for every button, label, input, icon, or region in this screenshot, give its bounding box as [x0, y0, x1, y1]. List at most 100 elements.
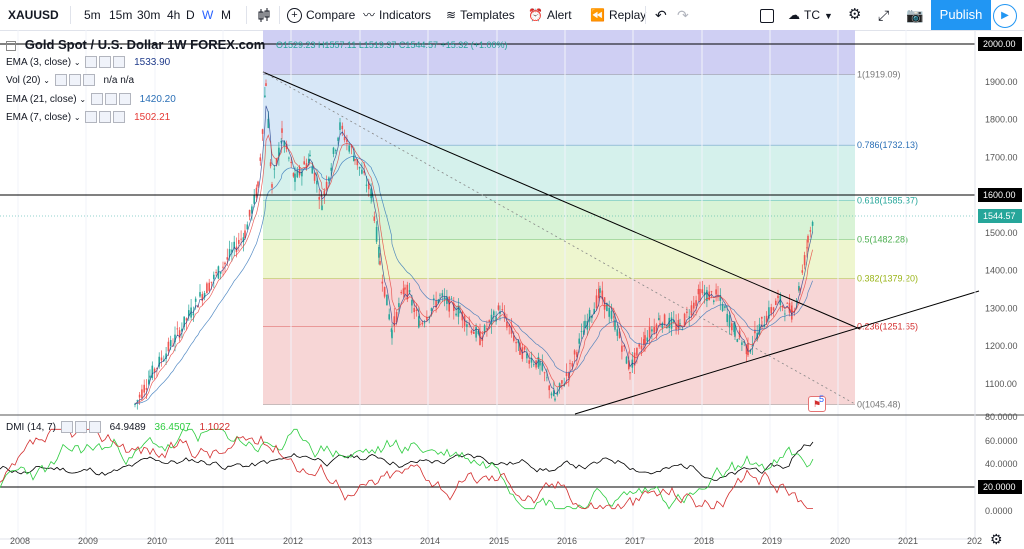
alert-label: Alert — [546, 8, 572, 22]
indicators-button[interactable]: 〰 Indicators — [363, 0, 431, 30]
layout-square-icon[interactable] — [760, 0, 774, 30]
templates-button[interactable]: ≋ Templates — [446, 0, 515, 30]
interval-m[interactable]: M — [221, 8, 231, 22]
time-tick-label: 2018 — [694, 536, 714, 546]
time-tick-label: 2017 — [625, 536, 645, 546]
ascending-trendline[interactable] — [574, 290, 980, 415]
gear-icon[interactable] — [68, 74, 81, 87]
fib-zone — [263, 239, 855, 279]
fib-zone — [263, 74, 855, 146]
collapse-legend-icon[interactable] — [6, 41, 16, 52]
descending-trendline[interactable] — [262, 71, 861, 330]
dmi-pane — [0, 414, 1024, 540]
fib-retracement[interactable]: 1(1919.09) 0.786(1732.13) 0.618(1585.37) 0.… — [263, 30, 918, 410]
gear-icon[interactable] — [99, 111, 112, 124]
close-icon[interactable] — [82, 74, 95, 87]
legend-ema7[interactable]: EMA (7, close) ⌄ 1502.21 — [6, 111, 170, 125]
time-tick-label: 2019 — [762, 536, 782, 546]
replay-label: Replay — [608, 8, 647, 22]
price-tag-label: 1544.57 — [983, 211, 1016, 221]
legend-dmi[interactable]: DMI (14, 7) 64.9489 36.4507 1.1022 — [6, 421, 230, 435]
chevron-down-icon: ▼ — [824, 11, 833, 21]
alert-count: 5 — [819, 394, 825, 404]
vol-label: Vol (20) — [6, 75, 41, 86]
plus-di-value: 36.4507 — [154, 422, 191, 433]
close-icon[interactable] — [113, 56, 126, 69]
time-tick-label: 2010 — [147, 536, 167, 546]
gear-icon[interactable] — [99, 56, 112, 69]
time-tick-label: 2008 — [10, 536, 30, 546]
play-icon[interactable]: ▶ — [993, 4, 1017, 28]
legend-ema3[interactable]: EMA (3, close) ⌄ 1533.90 — [6, 56, 170, 70]
candle-style-icon[interactable] — [256, 0, 272, 30]
price-chart[interactable]: 1(1919.09) 0.786(1732.13) 0.618(1585.37) 0.… — [0, 30, 1024, 549]
indicators-label: Indicators — [379, 8, 432, 22]
alert-badge[interactable]: ⚑ — [808, 396, 826, 412]
chevron-down-icon: ⌄ — [73, 113, 81, 122]
camera-icon[interactable]: 📷 — [906, 7, 924, 23]
close-icon[interactable] — [118, 93, 131, 106]
ema3-label: EMA (3, close) — [6, 57, 72, 68]
interval-w[interactable]: W — [202, 8, 214, 22]
dmi-tag — [978, 480, 1022, 494]
time-tick-label: 2015 — [489, 536, 509, 546]
close-icon[interactable] — [113, 111, 126, 124]
time-tick-label: 2016 — [557, 536, 577, 546]
fib-level-label: 0.5(1482.28) — [857, 235, 908, 245]
compare-button[interactable]: + Compare — [287, 0, 355, 30]
time-tick-label: 2020 — [830, 536, 850, 546]
chevron-down-icon: ⌄ — [73, 58, 81, 67]
templates-icon: ≋ — [446, 8, 457, 22]
time-tick-label: 2021 — [898, 536, 918, 546]
eye-icon[interactable] — [90, 93, 103, 106]
gear-icon[interactable]: ⚙ — [848, 6, 862, 23]
interval-d[interactable]: D — [186, 8, 195, 22]
fib-zone — [263, 200, 855, 240]
divider — [279, 6, 280, 24]
eye-icon[interactable] — [60, 421, 73, 434]
close-icon[interactable] — [88, 421, 101, 434]
fib-level-label: 0.236(1251.65) — [857, 322, 918, 332]
dmi-tick-label: 0.0000 — [985, 506, 1013, 516]
fullscreen-icon[interactable]: ⤢ — [878, 7, 890, 23]
minus-di-value: 1.1022 — [199, 422, 231, 433]
templates-label: Templates — [460, 8, 515, 22]
time-tick-label: 2009 — [78, 536, 98, 546]
price-tag — [978, 209, 1022, 223]
alert-button[interactable]: ⏰ Alert — [528, 0, 572, 30]
time-tick-label: 2011 — [215, 536, 234, 546]
interval-5m[interactable]: 5m — [84, 8, 101, 22]
trendlines[interactable] — [0, 43, 980, 415]
cloud-layout-button[interactable]: ☁ TC ▼ — [788, 0, 833, 30]
dmi-tick-label: 60.0000 — [985, 436, 1018, 446]
price-tick-label: 1700.00 — [985, 152, 1018, 162]
main-legend: Gold Spot / U.S. Dollar 1W FOREX.com — [6, 38, 265, 52]
replay-button[interactable]: ⏪ Replay — [590, 0, 646, 30]
price-tick-label: 1900.00 — [985, 77, 1018, 87]
interval-30m[interactable]: 30m — [137, 8, 161, 22]
eye-icon[interactable] — [85, 56, 98, 69]
symbol-search[interactable]: XAUUSD — [8, 8, 59, 22]
fib-level-label: 0(1045.48) — [857, 400, 901, 410]
price-tick-label: 1300.00 — [985, 303, 1018, 313]
eye-icon[interactable] — [54, 74, 67, 87]
redo-icon[interactable]: ↷ — [677, 7, 689, 23]
fib-level-label: 1(1919.09) — [857, 70, 901, 80]
price-tag-label: 2000.00 — [983, 39, 1016, 49]
legend-vol[interactable]: Vol (20) ⌄ n/a n/a — [6, 74, 134, 88]
adx-value: 64.9489 — [109, 422, 146, 433]
legend-ema21[interactable]: EMA (21, close) ⌄ 1420.20 — [6, 93, 176, 107]
interval-4h[interactable]: 4h — [167, 8, 181, 22]
undo-icon[interactable]: ↶ — [655, 7, 667, 23]
symbol-title: Gold Spot / U.S. Dollar 1W FOREX.com — [24, 37, 266, 52]
cloud-icon: ☁ — [788, 8, 800, 22]
layout-name: TC — [804, 8, 820, 22]
interval-15m[interactable]: 15m — [109, 8, 133, 22]
dmi-label: DMI (14, 7) — [6, 422, 57, 433]
gear-icon[interactable]: ⚙ — [990, 531, 1003, 547]
chevron-down-icon: ⌄ — [79, 95, 87, 104]
publish-button[interactable]: Publish — [931, 0, 991, 30]
gear-icon[interactable] — [104, 93, 117, 106]
gear-icon[interactable] — [74, 421, 87, 434]
eye-icon[interactable] — [85, 111, 98, 124]
